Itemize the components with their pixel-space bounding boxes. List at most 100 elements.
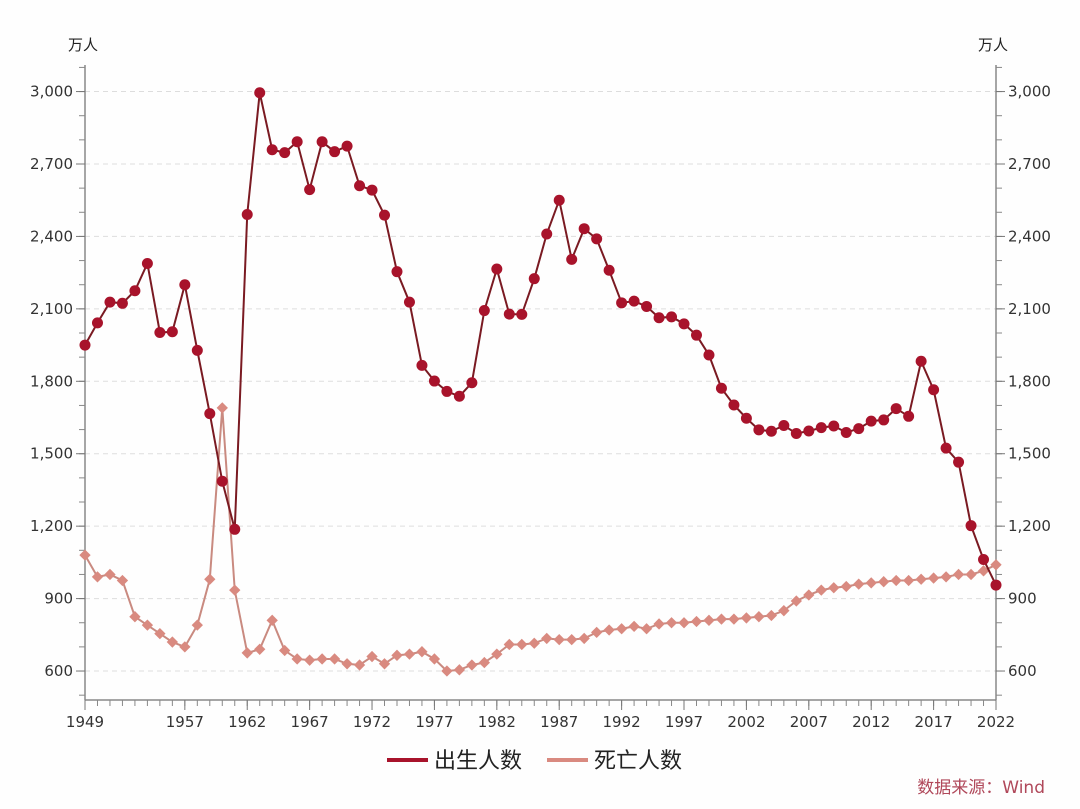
- birth-data-point: [578, 223, 590, 235]
- birth-data-point: [241, 208, 253, 220]
- death-data-point: [341, 658, 353, 670]
- birth-data-point: [166, 326, 178, 338]
- birth-data-point: [815, 422, 827, 434]
- birth-data-point: [466, 377, 478, 389]
- x-tick-label: 1972: [353, 713, 391, 731]
- death-data-point: [229, 584, 241, 596]
- death-data-point: [715, 613, 728, 625]
- death-data-point: [129, 611, 141, 623]
- x-tick-label: 1962: [228, 713, 266, 731]
- death-data-point: [890, 574, 902, 587]
- birth-data-point: [354, 180, 366, 192]
- death-data-point: [279, 644, 291, 657]
- y-tick-label-right: 1,200: [1008, 517, 1051, 535]
- birth-data-point: [690, 329, 702, 341]
- death-data-point: [104, 568, 116, 581]
- y-tick-label-left: 1,800: [30, 372, 73, 390]
- birth-data-point: [116, 297, 128, 309]
- y-tick-label-right: 3,000: [1008, 83, 1051, 101]
- series-line-births: [84, 92, 997, 586]
- birth-data-point: [928, 384, 940, 396]
- death-data-point: [977, 565, 990, 577]
- x-tick-label: 1957: [166, 713, 204, 731]
- birth-data-point: [428, 375, 440, 387]
- death-data-point: [453, 664, 466, 676]
- death-data-point: [678, 617, 690, 629]
- death-data-point: [927, 572, 940, 584]
- y-tick-label-right: 1,500: [1008, 445, 1051, 463]
- birth-data-point: [229, 523, 241, 535]
- right-y-unit: 万人: [978, 36, 1008, 54]
- death-data-point: [566, 633, 578, 646]
- legend-label-deaths: 死亡人数: [594, 749, 682, 774]
- death-data-point: [204, 573, 216, 585]
- death-data-point: [553, 633, 565, 646]
- birth-data-point: [591, 233, 603, 245]
- death-data-point: [915, 573, 927, 585]
- death-data-point: [865, 577, 877, 589]
- death-data-point: [653, 618, 665, 630]
- death-data-point: [91, 571, 104, 583]
- birth-data-point: [828, 420, 840, 432]
- legend-item-deaths: 死亡人数: [547, 749, 682, 774]
- series-layer: [79, 87, 1002, 677]
- birth-data-point: [641, 300, 653, 312]
- birth-data-point: [516, 308, 528, 320]
- x-tick-label: 1977: [415, 713, 453, 731]
- death-data-point: [828, 582, 840, 594]
- left-y-unit: 万人: [68, 36, 98, 54]
- birth-data-point: [553, 194, 565, 206]
- birth-data-point: [254, 87, 266, 99]
- birth-data-point: [653, 312, 665, 324]
- birth-data-point: [890, 403, 902, 415]
- birth-data-point: [316, 136, 328, 148]
- death-data-point: [940, 571, 952, 583]
- death-data-point: [116, 574, 129, 587]
- death-data-point: [441, 665, 453, 677]
- x-tick-label: 1949: [66, 713, 104, 731]
- birth-data-point: [453, 390, 465, 402]
- x-ticks: 1949 1957 1962 1967 1972 1977 1982 1987 1992 1997…: [66, 700, 1015, 731]
- birth-data-point: [903, 410, 915, 422]
- x-tick-label: 2022: [977, 713, 1015, 731]
- birth-data-point: [878, 414, 890, 426]
- death-data-point: [990, 559, 1002, 571]
- y-tick-label-right: 2,400: [1008, 227, 1051, 245]
- x-tick-label: 2002: [727, 713, 765, 731]
- birth-data-point: [104, 296, 116, 308]
- death-data-point: [478, 656, 490, 669]
- death-data-point: [328, 653, 341, 665]
- x-tick-label: 1992: [603, 713, 641, 731]
- legend-label-births: 出生人数: [434, 749, 522, 774]
- death-data-point: [690, 615, 703, 628]
- birth-data-point: [753, 424, 765, 436]
- death-data-point: [665, 617, 678, 629]
- death-data-point: [840, 580, 852, 593]
- death-data-point: [765, 609, 778, 622]
- death-data-point: [216, 402, 228, 414]
- birth-data-point: [678, 318, 690, 330]
- birth-data-point: [778, 419, 790, 431]
- birth-data-point: [803, 425, 815, 437]
- y-tick-label-right: 2,700: [1008, 155, 1051, 173]
- birth-data-point: [341, 140, 353, 152]
- birth-data-point: [441, 385, 453, 397]
- death-data-point: [952, 568, 965, 581]
- birth-data-point: [790, 427, 802, 439]
- death-data-point: [353, 659, 366, 671]
- death-data-point: [141, 619, 154, 631]
- death-data-point: [491, 648, 503, 660]
- death-data-point: [965, 568, 977, 581]
- death-data-point: [578, 632, 590, 645]
- y-tick-label-left: 600: [44, 662, 73, 680]
- death-data-point: [853, 578, 865, 590]
- x-tick-label: 2012: [852, 713, 890, 731]
- legend-item-births: 出生人数: [387, 749, 522, 774]
- birth-data-point: [666, 311, 678, 323]
- birth-data-point: [940, 442, 952, 454]
- birth-data-point: [329, 146, 341, 158]
- birth-data-point: [403, 296, 415, 308]
- death-data-point: [466, 659, 478, 671]
- birth-data-point: [79, 339, 91, 351]
- y-ticks: 600 600 900 900 1,200 1,200 1,500 1,500 1,800 1,8…: [30, 66, 1051, 696]
